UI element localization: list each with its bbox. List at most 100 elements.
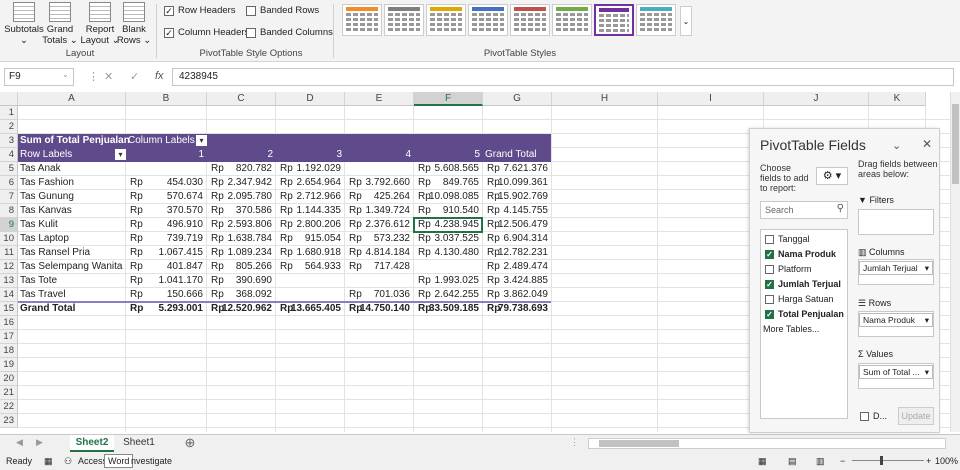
rows-area[interactable]: Nama Produk ▾ xyxy=(858,311,934,337)
field-search-input[interactable]: Search ⚲ xyxy=(760,201,848,219)
tab-sheet2[interactable]: Sheet2 xyxy=(70,435,114,452)
pivot-style-thumb[interactable] xyxy=(468,4,508,36)
value-cell[interactable]: 5.293.001 xyxy=(158,303,204,314)
zoom-slider-handle[interactable] xyxy=(880,456,883,465)
grand-total-cell[interactable]: 12.506.479 xyxy=(497,219,548,230)
gear-icon[interactable]: ⚙ ▾ xyxy=(816,167,848,185)
row-header[interactable]: 19 xyxy=(0,358,18,372)
row-header[interactable]: 2 xyxy=(0,120,18,134)
selected-cell[interactable] xyxy=(413,217,483,233)
value-cell[interactable]: 1.680.918 xyxy=(296,247,342,258)
value-cell[interactable]: 573.232 xyxy=(373,233,410,244)
row-header[interactable]: 16 xyxy=(0,316,18,330)
close-icon[interactable]: ✕ xyxy=(922,137,933,151)
select-all-corner[interactable] xyxy=(0,92,18,106)
column-header[interactable]: E xyxy=(345,92,414,106)
row-header[interactable]: 21 xyxy=(0,386,18,400)
enter-icon[interactable]: ✓ xyxy=(130,71,140,83)
value-cell[interactable]: 4.814.184 xyxy=(365,247,411,258)
value-cell[interactable]: 1.144.335 xyxy=(296,205,342,216)
column-header[interactable]: C xyxy=(207,92,276,106)
defer-update-checkbox[interactable]: D... xyxy=(860,411,887,421)
column-header[interactable]: J xyxy=(764,92,869,106)
row-header[interactable]: 6 xyxy=(0,176,18,190)
row-header[interactable]: 4 xyxy=(0,148,18,162)
value-cell[interactable]: 390.690 xyxy=(235,275,272,286)
value-cell[interactable]: 717.428 xyxy=(373,261,410,272)
zoom-in-icon[interactable]: + xyxy=(926,456,932,466)
vertical-scrollbar[interactable] xyxy=(950,92,960,432)
tab-sheet1[interactable]: Sheet1 xyxy=(123,437,155,448)
row-header[interactable]: 7 xyxy=(0,190,18,204)
grand-total-cell[interactable]: 10.099.361 xyxy=(497,177,548,188)
pivot-style-thumb[interactable] xyxy=(426,4,466,36)
page-layout-icon[interactable]: ▤ xyxy=(788,456,797,466)
horizontal-scrollbar[interactable] xyxy=(588,438,946,449)
column-header[interactable]: B xyxy=(126,92,207,106)
row-header[interactable]: 18 xyxy=(0,344,18,358)
value-cell[interactable]: 1.993.025 xyxy=(434,275,480,286)
value-cell[interactable]: 5.608.565 xyxy=(434,163,480,174)
column-labels-filter[interactable]: Column Labels xyxy=(128,135,195,146)
value-cell[interactable]: 3.037.525 xyxy=(434,233,480,244)
field-checkbox[interactable]: ✓ Total Penjualan xyxy=(765,309,844,319)
row-header[interactable]: 22 xyxy=(0,400,18,414)
macro-icon[interactable]: ▦ xyxy=(44,456,53,466)
next-sheet-icon[interactable]: ▶ xyxy=(36,437,43,447)
value-cell[interactable]: 2.800.206 xyxy=(296,219,342,230)
value-cell[interactable]: 4.130.480 xyxy=(434,247,480,258)
columns-area-item[interactable]: Jumlah Terjual ▾ xyxy=(859,261,933,275)
formula-input[interactable]: 4238945 xyxy=(172,68,954,86)
report-layout-button[interactable]: Report Layout ⌄ xyxy=(80,2,120,46)
row-header[interactable]: 12 xyxy=(0,260,18,274)
value-cell[interactable]: 805.266 xyxy=(235,261,272,272)
scroll-thumb[interactable] xyxy=(952,104,959,184)
grand-total-cell[interactable]: 7.621.376 xyxy=(503,163,549,174)
column-header[interactable]: G xyxy=(483,92,552,106)
value-cell[interactable]: 849.765 xyxy=(442,177,479,188)
value-cell[interactable]: 13.665.405 xyxy=(290,303,341,314)
column-header[interactable]: D xyxy=(276,92,345,106)
value-cell[interactable]: 570.674 xyxy=(166,191,203,202)
zoom-slider[interactable] xyxy=(852,460,924,461)
column-headers-checkbox[interactable]: ✓ Column Headers xyxy=(164,27,250,38)
field-checkbox[interactable]: ✓ Nama Produk xyxy=(765,249,837,259)
grand-total-cell[interactable]: 12.782.231 xyxy=(497,247,548,258)
scroll-thumb[interactable] xyxy=(599,440,679,447)
value-cell[interactable]: 370.586 xyxy=(235,205,272,216)
value-cell[interactable]: 910.540 xyxy=(442,205,479,216)
value-cell[interactable]: 401.847 xyxy=(166,261,203,272)
value-cell[interactable]: 2.347.942 xyxy=(227,177,273,188)
row-header[interactable]: 17 xyxy=(0,330,18,344)
value-cell[interactable]: 820.782 xyxy=(235,163,272,174)
value-cell[interactable]: 915.054 xyxy=(304,233,341,244)
values-area[interactable]: Sum of Total ... ▾ xyxy=(858,363,934,389)
value-cell[interactable]: 2.376.612 xyxy=(365,219,411,230)
filters-area[interactable] xyxy=(858,209,934,235)
value-cell[interactable]: 564.933 xyxy=(304,261,341,272)
value-cell[interactable]: 739.719 xyxy=(166,233,203,244)
blank-rows-button[interactable]: Blank Rows ⌄ xyxy=(114,2,154,46)
value-cell[interactable]: 33.509.185 xyxy=(428,303,479,314)
value-cell[interactable]: 496.910 xyxy=(166,219,203,230)
pivot-style-thumb[interactable] xyxy=(552,4,592,36)
row-header[interactable]: 10 xyxy=(0,232,18,246)
chevron-down-icon[interactable]: ▾ xyxy=(196,135,207,146)
value-cell[interactable]: 2.095.780 xyxy=(227,191,273,202)
pivot-style-thumb[interactable] xyxy=(636,4,676,36)
column-header[interactable]: K xyxy=(869,92,926,106)
subtotals-button[interactable]: Subtotals ⌄ xyxy=(4,2,44,46)
row-header[interactable]: 11 xyxy=(0,246,18,260)
name-box[interactable]: F9 xyxy=(4,68,74,86)
column-header[interactable]: F xyxy=(414,92,483,106)
row-header[interactable]: 15 xyxy=(0,302,18,316)
chevron-down-icon[interactable]: ▾ xyxy=(115,149,126,160)
column-header[interactable]: H xyxy=(552,92,658,106)
value-cell[interactable]: 701.036 xyxy=(373,289,410,300)
row-header[interactable]: 13 xyxy=(0,274,18,288)
zoom-out-icon[interactable]: − xyxy=(840,456,846,466)
grand-total-cell[interactable]: 4.145.755 xyxy=(503,205,549,216)
add-sheet-icon[interactable]: ⊕ xyxy=(184,435,196,450)
rows-area-item[interactable]: Nama Produk ▾ xyxy=(859,313,933,327)
row-header[interactable]: 8 xyxy=(0,204,18,218)
